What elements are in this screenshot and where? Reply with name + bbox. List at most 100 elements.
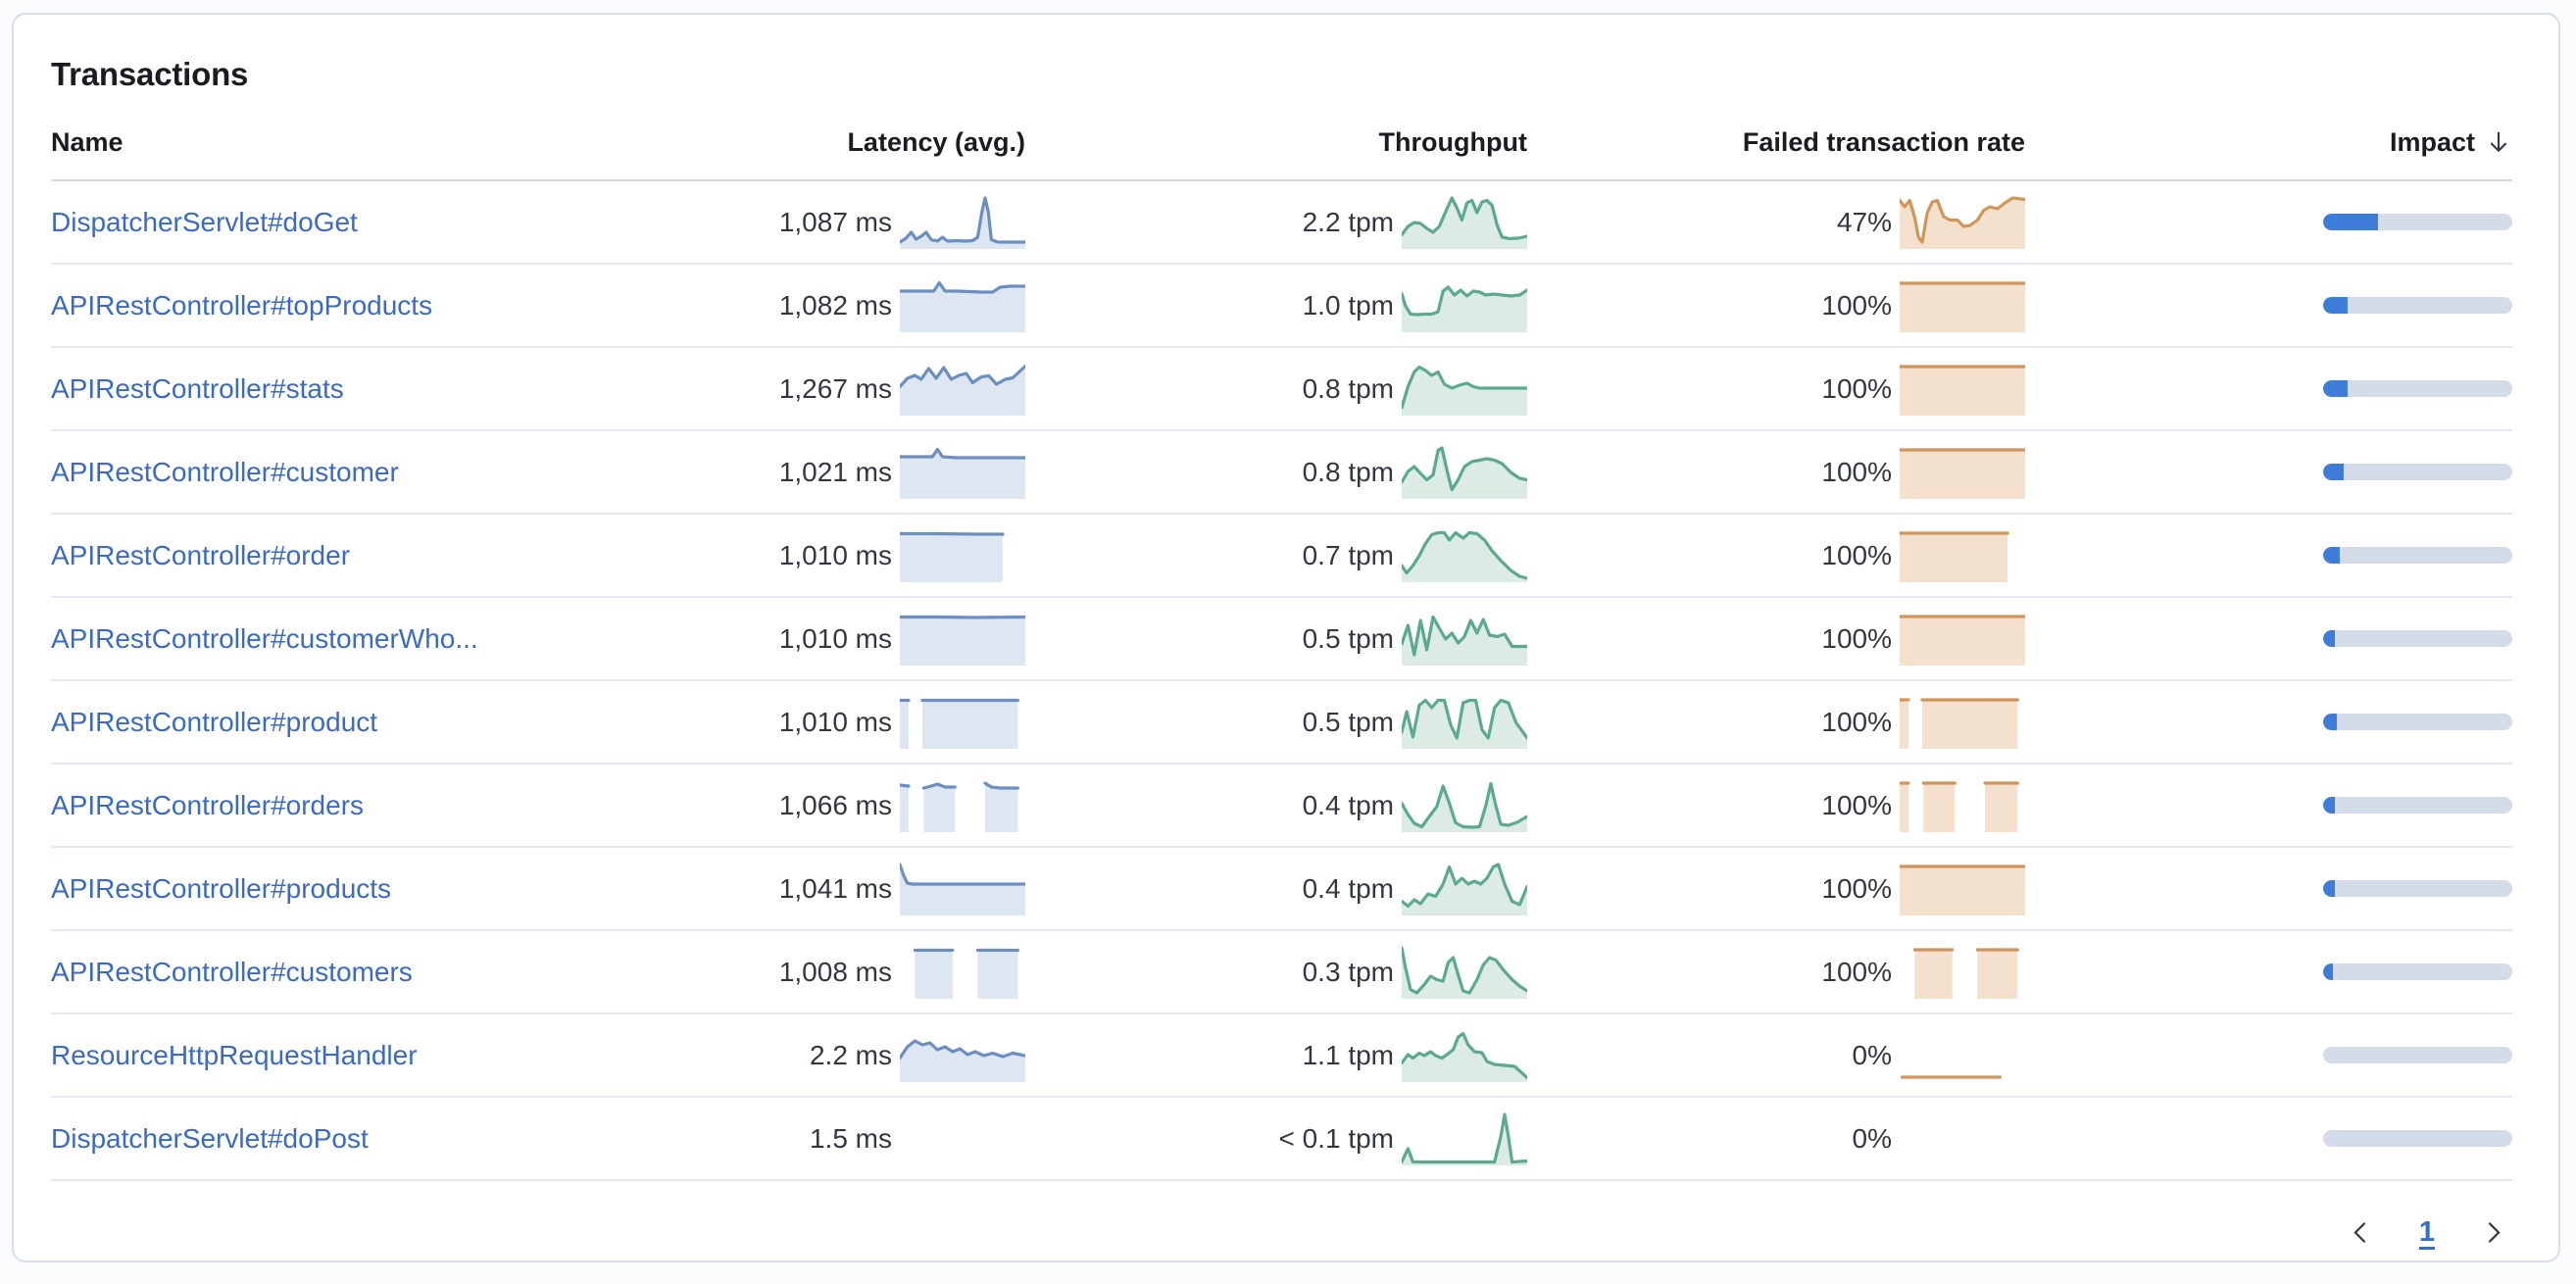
latency-sparkline (900, 279, 1025, 332)
failed-rate-sparkline (1900, 279, 2025, 332)
latency-sparkline (900, 613, 1025, 666)
table-row: ResourceHttpRequestHandler 2.2 ms 1.1 tp… (51, 1014, 2512, 1098)
impact-bar (2323, 380, 2512, 397)
failed-rate-value: 100% (1821, 539, 1892, 570)
throughput-sparkline (1402, 195, 1527, 249)
throughput-sparkline (1402, 1029, 1527, 1082)
failed-rate-value: 100% (1821, 872, 1892, 904)
latency-sparkline (900, 1029, 1025, 1082)
failed-rate-sparkline (1900, 1112, 2025, 1165)
impact-bar-fill (2323, 464, 2345, 480)
table-row: DispatcherServlet#doGet 1,087 ms 2.2 tpm… (51, 181, 2512, 265)
failed-rate-value: 100% (1821, 956, 1892, 987)
latency-value: 2.2 ms (809, 1039, 892, 1070)
throughput-sparkline (1402, 529, 1527, 582)
throughput-value: 0.4 tpm (1302, 872, 1394, 904)
table-row: APIRestController#stats 1,267 ms 0.8 tpm… (51, 348, 2512, 431)
throughput-value: 1.1 tpm (1302, 1039, 1394, 1070)
column-header-latency[interactable]: Latency (avg.) (847, 126, 1025, 157)
transaction-name-link[interactable]: APIRestController#orders (51, 789, 365, 820)
latency-value: 1,267 ms (778, 372, 892, 404)
impact-bar-fill (2323, 963, 2333, 980)
transaction-name-link[interactable]: APIRestController#customers (51, 956, 413, 987)
latency-value: 1,066 ms (778, 789, 892, 820)
throughput-value: 1.0 tpm (1302, 289, 1394, 321)
table-row: APIRestController#product 1,010 ms 0.5 t… (51, 681, 2512, 765)
next-page-button[interactable] (2476, 1215, 2510, 1250)
impact-bar (2323, 630, 2512, 647)
failed-rate-sparkline (1900, 613, 2025, 666)
impact-bar (2323, 880, 2512, 897)
failed-rate-value: 0% (1852, 1122, 1892, 1154)
impact-bar-fill (2323, 380, 2349, 397)
impact-bar-fill (2323, 547, 2341, 564)
latency-value: 1,021 ms (778, 456, 892, 487)
throughput-sparkline (1402, 779, 1527, 832)
impact-bar (2323, 1130, 2512, 1147)
latency-value: 1,010 ms (778, 706, 892, 737)
throughput-sparkline (1402, 945, 1527, 999)
table-row: DispatcherServlet#doPost 1.5 ms < 0.1 tp… (51, 1098, 2512, 1181)
failed-rate-sparkline (1900, 863, 2025, 915)
transaction-name-link[interactable]: APIRestController#stats (51, 372, 344, 404)
latency-value: 1,008 ms (778, 956, 892, 987)
page-title: Transactions (51, 56, 249, 92)
transaction-name-link[interactable]: DispatcherServlet#doGet (51, 206, 358, 237)
column-header-impact[interactable]: Impact (2025, 127, 2512, 158)
throughput-sparkline (1402, 696, 1527, 749)
transactions-panel: Transactions Name Latency (avg.) Through… (12, 13, 2560, 1262)
failed-rate-value: 0% (1852, 1039, 1892, 1070)
transaction-name-link[interactable]: APIRestController#customerWho... (51, 622, 478, 654)
failed-rate-value: 100% (1821, 622, 1892, 654)
failed-rate-sparkline (1900, 195, 2025, 249)
column-header-name[interactable]: Name (51, 126, 124, 157)
impact-bar (2323, 963, 2512, 980)
transaction-name-link[interactable]: APIRestController#order (51, 539, 351, 570)
throughput-sparkline (1402, 862, 1527, 915)
transaction-name-link[interactable]: APIRestController#product (51, 706, 378, 737)
throughput-value: 0.8 tpm (1302, 456, 1394, 487)
failed-rate-sparkline (1900, 1029, 2025, 1082)
latency-sparkline (900, 363, 1025, 416)
impact-bar-fill (2323, 880, 2335, 897)
impact-bar-fill (2323, 797, 2335, 814)
previous-page-button[interactable] (2344, 1215, 2378, 1250)
latency-sparkline (900, 529, 1025, 582)
table-row: APIRestController#topProducts 1,082 ms 1… (51, 265, 2512, 348)
failed-rate-value: 100% (1821, 289, 1892, 321)
latency-value: 1,010 ms (778, 622, 892, 654)
transaction-name-link[interactable]: APIRestController#products (51, 872, 392, 904)
latency-value: 1,041 ms (778, 872, 892, 904)
throughput-value: 0.5 tpm (1302, 622, 1394, 654)
pagination: 1 (51, 1214, 2512, 1251)
failed-rate-sparkline (1900, 529, 2025, 582)
failed-rate-value: 100% (1821, 456, 1892, 487)
failed-rate-sparkline (1900, 946, 2025, 999)
latency-value: 1,087 ms (778, 206, 892, 237)
transaction-name-link[interactable]: APIRestController#topProducts (51, 289, 433, 321)
table-body: DispatcherServlet#doGet 1,087 ms 2.2 tpm… (51, 181, 2512, 1181)
impact-bar (2323, 297, 2512, 314)
throughput-sparkline (1402, 363, 1527, 416)
table-header: Name Latency (avg.) Throughput Failed tr… (51, 105, 2512, 181)
impact-bar (2323, 547, 2512, 564)
page-number-1[interactable]: 1 (2415, 1214, 2439, 1251)
table-row: APIRestController#customer 1,021 ms 0.8 … (51, 431, 2512, 515)
transaction-name-link[interactable]: DispatcherServlet#doPost (51, 1122, 369, 1154)
failed-rate-value: 100% (1821, 789, 1892, 820)
sort-desc-arrow-icon (2485, 128, 2512, 156)
table-row: APIRestController#order 1,010 ms 0.7 tpm… (51, 515, 2512, 598)
impact-bar (2323, 797, 2512, 814)
throughput-value: 2.2 tpm (1302, 206, 1394, 237)
transaction-name-link[interactable]: ResourceHttpRequestHandler (51, 1039, 418, 1070)
column-header-failed-rate[interactable]: Failed transaction rate (1742, 126, 2025, 157)
column-header-throughput[interactable]: Throughput (1378, 126, 1527, 157)
impact-bar (2323, 464, 2512, 480)
transaction-name-link[interactable]: APIRestController#customer (51, 456, 399, 487)
table-row: APIRestController#orders 1,066 ms 0.4 tp… (51, 765, 2512, 848)
failed-rate-sparkline (1900, 779, 2025, 832)
impact-bar (2323, 1047, 2512, 1063)
impact-bar-fill (2323, 297, 2349, 314)
latency-sparkline (900, 779, 1025, 832)
failed-rate-value: 100% (1821, 706, 1892, 737)
